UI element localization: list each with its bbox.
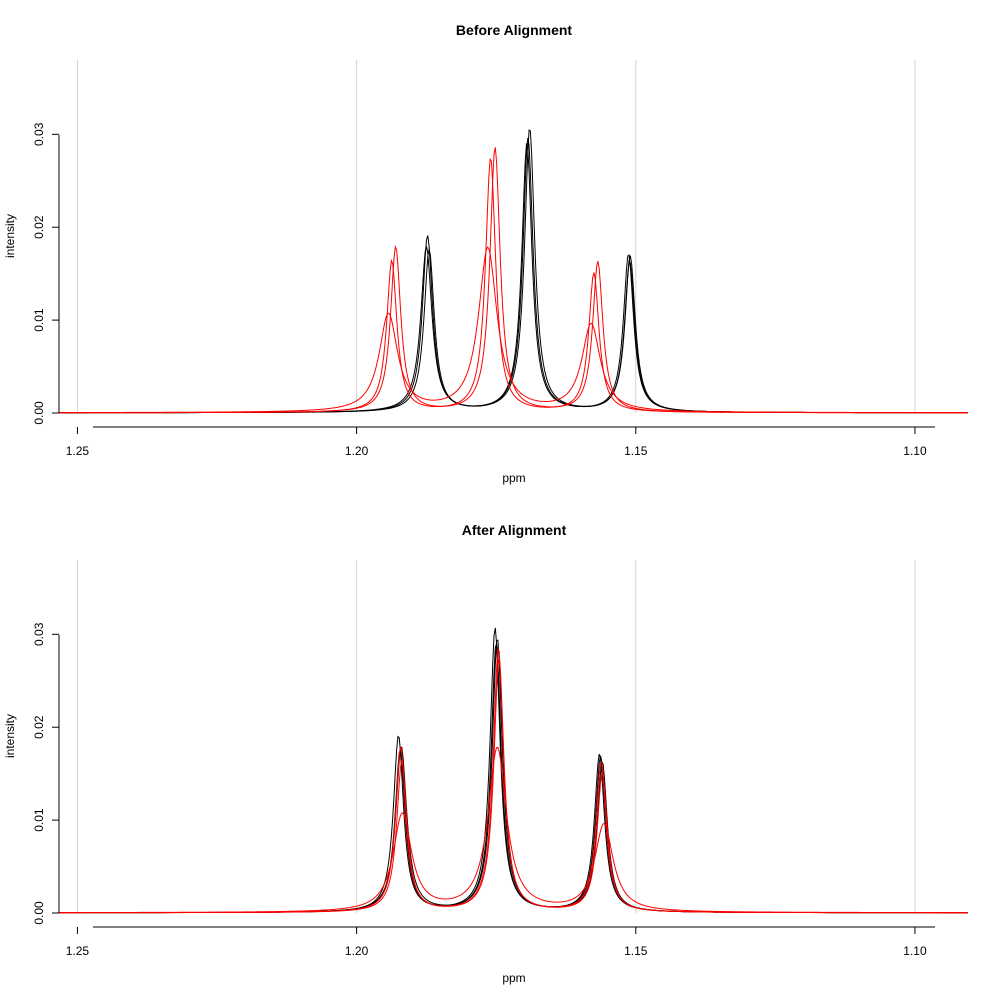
before-alignment-panel: Before Alignment 1.25 1.20 1.15 1.10 0.000.… <box>3 22 969 485</box>
spectrum-series-4 <box>59 147 968 414</box>
x-axis-label: ppm <box>502 971 525 985</box>
x-axis-label: ppm <box>502 471 525 485</box>
chart-title: Before Alignment <box>456 22 572 38</box>
x-tick-label: 1.25 <box>66 444 90 458</box>
series-group <box>59 129 969 414</box>
x-tick-label: 1.10 <box>903 444 927 458</box>
spectrum-series-6 <box>59 246 968 414</box>
y-tick-label: 0.01 <box>32 308 46 332</box>
spectrum-series-1 <box>59 143 968 414</box>
y-tick-label: 0.01 <box>32 808 46 832</box>
x-ticks: 1.25 1.20 1.15 1.10 <box>66 427 927 458</box>
x-tick-label: 1.20 <box>345 944 369 958</box>
y-tick-label: 0.03 <box>32 122 46 146</box>
y-axis-label: intensity <box>3 714 17 758</box>
x-tick-label: 1.15 <box>624 444 648 458</box>
spectrum-series-5 <box>59 657 968 914</box>
spectrum-series-2 <box>58 627 968 914</box>
x-tick-label: 1.20 <box>345 444 369 458</box>
y-tick-label: 0.02 <box>32 215 46 239</box>
grid-lines <box>76 560 916 913</box>
grid-lines <box>76 60 916 413</box>
x-tick-label: 1.15 <box>624 944 648 958</box>
y-tick-label: 0.00 <box>32 401 46 425</box>
y-tick-label: 0.03 <box>32 622 46 646</box>
spectrum-series-6 <box>59 746 968 914</box>
chart-title: After Alignment <box>462 522 567 538</box>
spectrum-series-3 <box>59 137 968 414</box>
y-ticks: 0.00 0.01 0.02 0.03 <box>32 122 59 425</box>
y-ticks: 0.00 0.01 0.02 0.03 <box>32 622 59 925</box>
y-tick-label: 0.02 <box>32 715 46 739</box>
y-tick-label: 0.00 <box>32 901 46 925</box>
x-ticks: 1.25 1.20 1.15 1.10 <box>66 927 927 958</box>
y-axis-label: intensity <box>3 214 17 258</box>
x-tick-label: 1.10 <box>903 944 927 958</box>
series-group <box>58 627 968 914</box>
x-tick-label: 1.25 <box>66 944 90 958</box>
after-alignment-panel: After Alignment 1.25 1.20 1.15 1.10 0.000.0… <box>3 522 968 985</box>
